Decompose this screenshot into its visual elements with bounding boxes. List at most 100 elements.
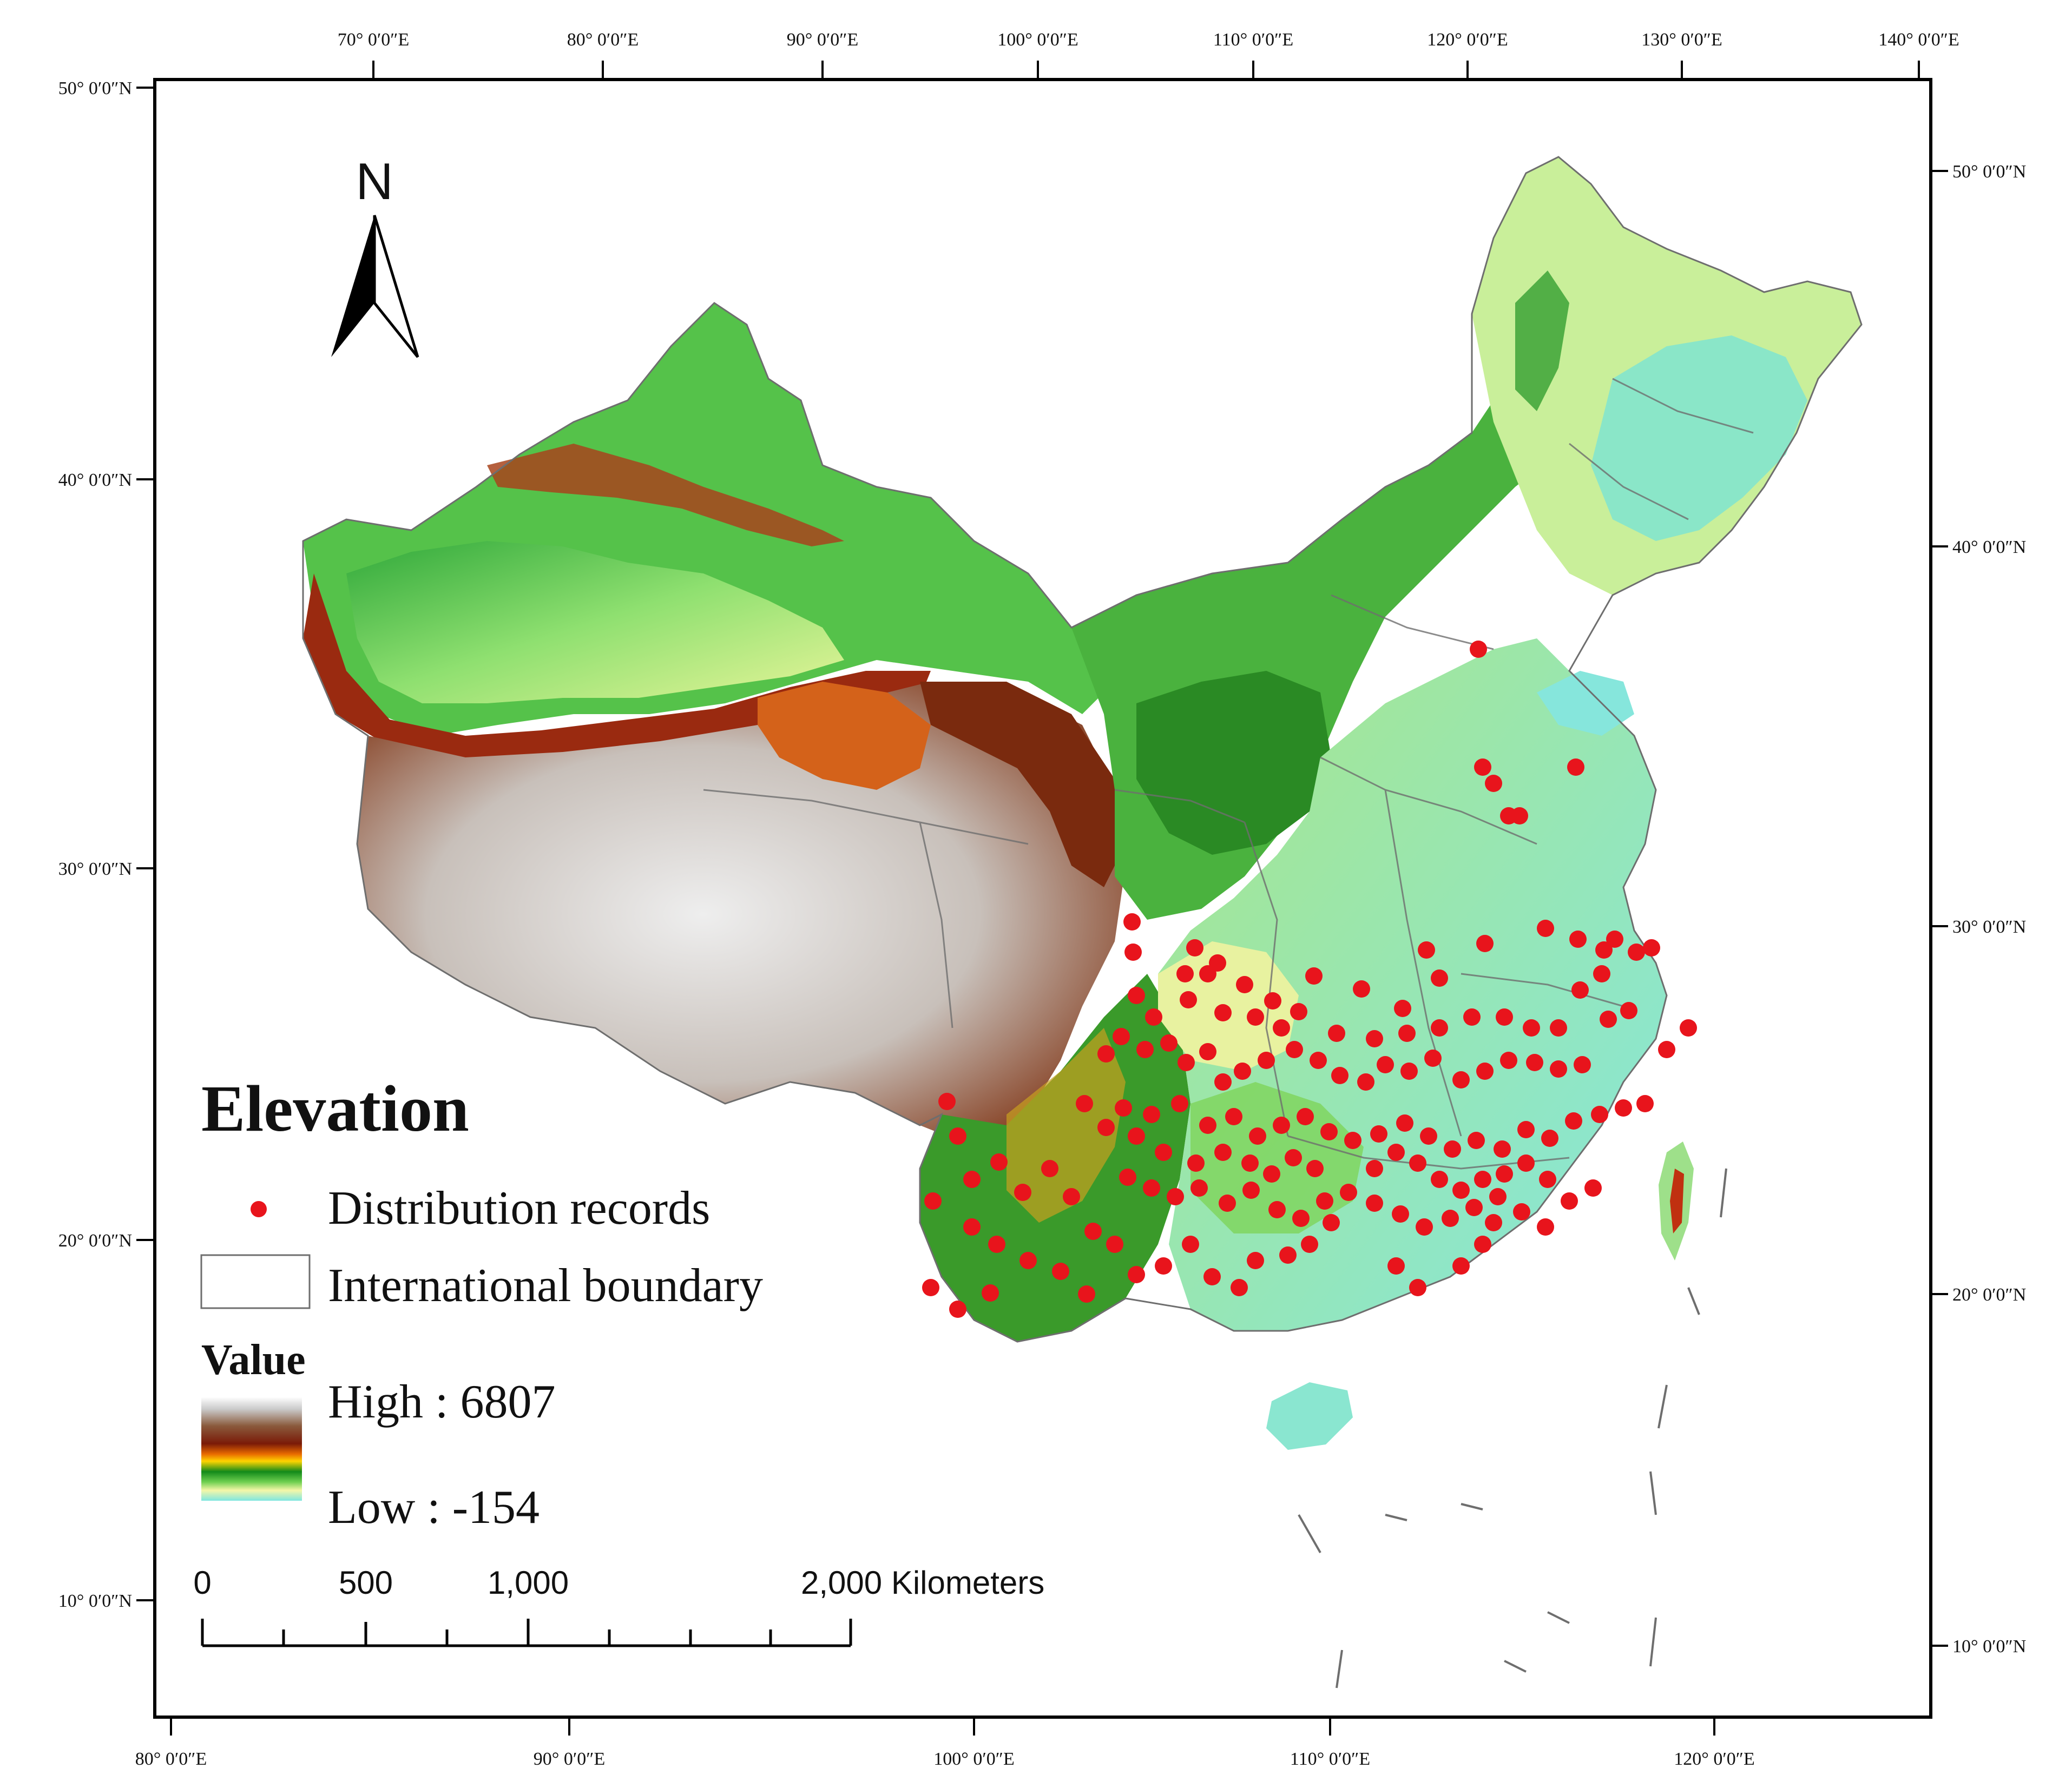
distribution-record-dot	[990, 1153, 1008, 1171]
distribution-record-dot	[1526, 1054, 1543, 1071]
distribution-record-dot	[924, 1192, 942, 1210]
distribution-record-dot	[988, 1236, 1005, 1253]
left-tick-20n: 20° 0′0″N	[58, 1231, 132, 1251]
distribution-record-dot	[1680, 1019, 1697, 1037]
left-tick-50n: 50° 0′0″N	[58, 78, 132, 98]
distribution-record-dot	[1247, 1008, 1264, 1026]
tibetan-plateau	[357, 682, 1126, 1147]
distribution-record-dot	[1476, 935, 1494, 952]
elevation-high-label: High : 6807	[328, 1376, 555, 1428]
right-tick-20n: 20° 0′0″N	[1952, 1285, 2026, 1305]
distribution-record-dot	[1236, 976, 1253, 993]
distribution-record-dot	[963, 1171, 981, 1188]
records-legend-label: Distribution records	[328, 1182, 710, 1235]
distribution-record-dot	[1076, 1095, 1093, 1112]
distribution-record-dot	[1199, 1117, 1216, 1134]
international-boundary-line	[302, 156, 1863, 1343]
distribution-record-dot	[1178, 1054, 1195, 1071]
qaidam-basin	[758, 682, 931, 790]
distribution-record-dot	[1241, 1154, 1259, 1172]
taiwan-mountains	[1670, 1169, 1684, 1233]
bottom-tick-100e: 100° 0′0″E	[933, 1749, 1014, 1769]
distribution-record-dot	[1258, 1052, 1275, 1069]
top-tick-120e: 120° 0′0″E	[1427, 30, 1508, 50]
distribution-record-dot	[1323, 1214, 1340, 1231]
distribution-record-dot	[922, 1279, 939, 1296]
distribution-record-dot	[1485, 775, 1502, 792]
distribution-record-dot	[1387, 1144, 1405, 1161]
distribution-record-dot	[1444, 1140, 1461, 1158]
shandong-peninsula	[1537, 671, 1634, 736]
distribution-record-dot	[1344, 1132, 1361, 1149]
distribution-record-dot	[1225, 1108, 1242, 1125]
distribution-record-dot	[1190, 1179, 1208, 1197]
north-arrow-label: N	[356, 153, 393, 210]
distribution-record-dot	[1485, 1214, 1502, 1231]
distribution-record-dot	[1442, 1210, 1459, 1227]
distribution-record-dot	[1128, 987, 1145, 1004]
distribution-record-dot	[1452, 1071, 1470, 1088]
distribution-record-dot	[1370, 1125, 1387, 1143]
value-legend-title: Value	[201, 1336, 306, 1384]
distribution-record-dot	[1394, 1000, 1411, 1017]
distribution-record-dot	[1019, 1252, 1037, 1269]
distribution-record-dot	[1305, 967, 1323, 985]
distribution-record-dot	[1628, 944, 1645, 961]
distribution-record-dot	[1537, 1218, 1554, 1236]
distribution-record-dot	[1203, 1268, 1221, 1285]
top-tick-70e: 70° 0′0″E	[338, 30, 409, 50]
distribution-record-dot	[1431, 969, 1448, 987]
tarim-basin	[346, 541, 844, 703]
distribution-record-dot	[1160, 1034, 1178, 1052]
distribution-record-dot	[1143, 1179, 1160, 1197]
distribution-record-dot	[1273, 1117, 1290, 1134]
distribution-record-dot	[1496, 1165, 1513, 1183]
top-tick-140e: 140° 0′0″E	[1878, 30, 1959, 50]
distribution-record-dot	[1620, 1002, 1637, 1019]
right-tick-10n: 10° 0′0″N	[1952, 1637, 2026, 1657]
distribution-record-dot	[1268, 1201, 1286, 1218]
distribution-record-dot	[1584, 1179, 1602, 1197]
distribution-record-dot	[1476, 1063, 1494, 1080]
bottom-tick-110e: 110° 0′0″E	[1290, 1749, 1370, 1769]
distribution-record-dot	[1550, 1060, 1567, 1078]
distribution-record-dot	[1658, 1041, 1675, 1058]
distribution-record-dot	[1214, 1004, 1232, 1021]
distribution-record-dot	[1569, 931, 1587, 948]
distribution-record-dot	[1180, 991, 1197, 1008]
distribution-record-dot	[1574, 1056, 1591, 1073]
right-tick-40n: 40° 0′0″N	[1952, 537, 2026, 557]
top-tick-110e: 110° 0′0″E	[1213, 30, 1293, 50]
distribution-record-dot	[1424, 1050, 1442, 1067]
right-tick-30n: 30° 0′0″N	[1952, 917, 2026, 937]
distribution-record-dot	[938, 1093, 956, 1110]
south-china-sea-islands	[1298, 1168, 1727, 1688]
distribution-record-dot	[1496, 1008, 1513, 1026]
boundary-legend-swatch	[200, 1254, 311, 1309]
distribution-record-dot	[1316, 1192, 1333, 1210]
distribution-record-dot	[1301, 1236, 1318, 1253]
distribution-record-dot	[1128, 1266, 1145, 1283]
elevation-color-ramp	[201, 1397, 302, 1501]
distribution-record-dot	[1409, 1154, 1426, 1172]
distribution-record-dot	[1366, 1160, 1383, 1177]
distribution-record-dot	[982, 1284, 999, 1302]
distribution-record-dot	[1452, 1182, 1470, 1199]
distribution-record-dot	[1279, 1246, 1297, 1264]
distribution-record-dot	[1041, 1160, 1058, 1177]
bottom-tick-80e: 80° 0′0″E	[135, 1749, 207, 1769]
distribution-record-dot	[1517, 1121, 1535, 1138]
distribution-record-dot	[1513, 1203, 1530, 1220]
distribution-record-dot	[1537, 920, 1554, 937]
distribution-record-dot	[1387, 1257, 1405, 1275]
top-tick-80e: 80° 0′0″E	[567, 30, 639, 50]
distribution-record-dot	[1328, 1025, 1345, 1042]
distribution-record-dot	[1320, 1123, 1338, 1140]
qilian-range	[920, 682, 1126, 887]
distribution-record-dot	[1145, 1008, 1162, 1026]
distribution-record-dot	[1396, 1114, 1413, 1132]
distribution-record-dot	[1242, 1182, 1260, 1199]
distribution-record-dot	[1539, 1171, 1556, 1188]
distribution-record-dot	[1500, 1052, 1517, 1069]
